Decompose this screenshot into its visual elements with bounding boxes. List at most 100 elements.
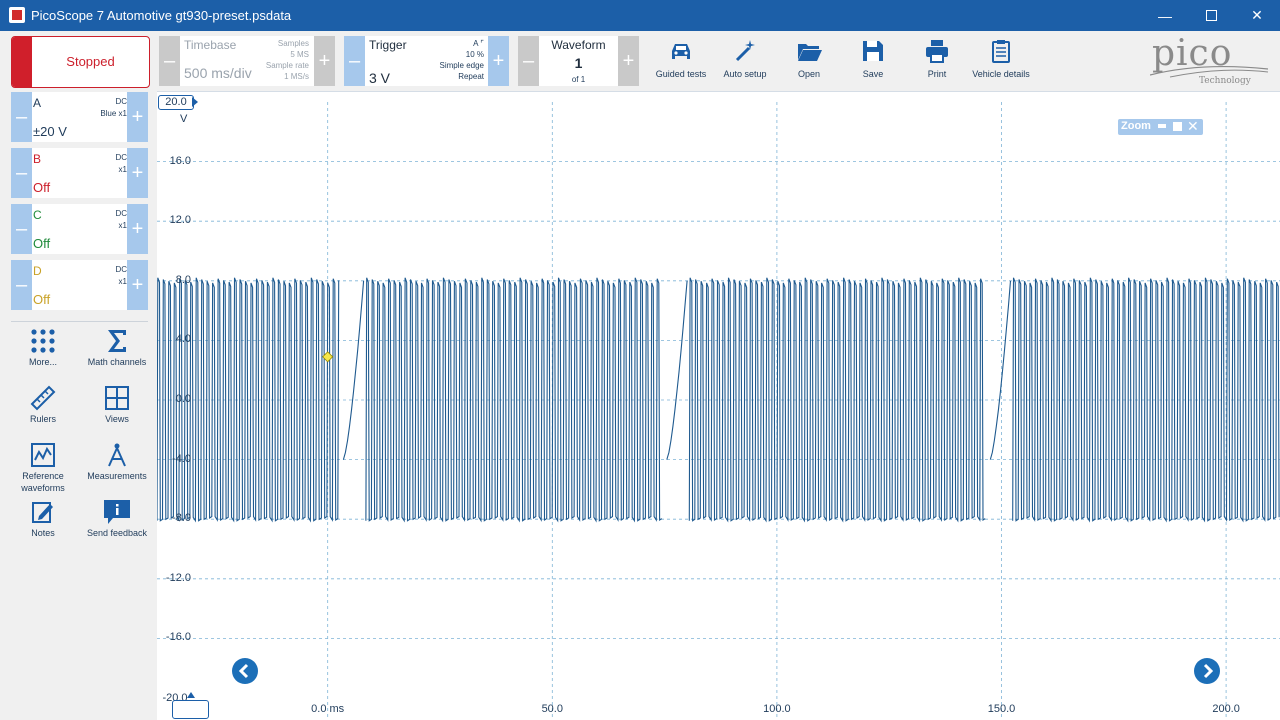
x-axis-scroll-handle[interactable]	[172, 700, 209, 719]
math-channels-label: Math channels	[87, 357, 147, 367]
views-button[interactable]: Views	[80, 383, 154, 425]
channel-b-panel[interactable]: – B DC x1 Off +	[11, 148, 148, 198]
timebase-sample-info: Samples 5 MS Sample rate 1 MS/s	[257, 38, 309, 82]
save-button[interactable]: Save	[838, 36, 908, 86]
y-tick-label: 16.0	[169, 154, 191, 167]
trigger-increase-button[interactable]: +	[488, 36, 509, 86]
trigger-label: Trigger	[369, 38, 407, 52]
trigger-settings[interactable]: A ⌜ 10 % Simple edge Repeat	[424, 38, 484, 82]
channel-a-increase-button[interactable]: +	[127, 92, 148, 142]
rulers-label: Rulers	[29, 414, 56, 424]
channel-a-decrease-button[interactable]: –	[11, 92, 32, 142]
timebase-increase-button[interactable]: +	[314, 36, 335, 86]
trigger-decrease-button[interactable]: –	[344, 36, 365, 86]
measurements-button[interactable]: Measurements	[80, 440, 154, 482]
channel-c-coupling-value: DC	[115, 209, 127, 218]
reference-waveform-icon	[31, 443, 55, 467]
zoom-close-icon[interactable]: ✕	[1187, 118, 1199, 134]
car-icon	[672, 44, 690, 59]
channel-d-range: Off	[33, 292, 51, 307]
channel-c-range: Off	[33, 236, 51, 251]
trigger-percent: 10 %	[465, 50, 484, 59]
minimize-button[interactable]: —	[1158, 7, 1172, 24]
zoom-minimize-icon[interactable]	[1158, 124, 1166, 128]
samples-value: 5 MS	[290, 50, 309, 59]
run-state-label: Stopped	[66, 54, 115, 69]
y-tick-label: -16.0	[165, 631, 191, 644]
channel-c-name: C	[33, 208, 42, 222]
channel-b-increase-button[interactable]: +	[127, 148, 148, 198]
auto-setup-label: Auto setup	[723, 69, 767, 79]
logo-subtitle: Technology	[1199, 76, 1251, 86]
oscilloscope-plot[interactable]	[157, 91, 1280, 720]
feedback-icon	[104, 500, 130, 524]
channel-b-coupling-value: DC	[115, 153, 127, 162]
notes-label: Notes	[31, 528, 55, 538]
sample-rate-label: Sample rate	[265, 61, 309, 70]
channel-c-increase-button[interactable]: +	[127, 204, 148, 254]
x-axis-arrow-icon	[187, 692, 195, 698]
trigger-channel: A	[473, 39, 479, 48]
auto-setup-button[interactable]: Auto setup	[710, 36, 780, 86]
channel-c-decrease-button[interactable]: –	[11, 204, 32, 254]
x-tick-label: 0.0 ms	[311, 703, 345, 715]
timebase-value[interactable]: 500 ms/div	[184, 65, 252, 81]
channel-d-coupling: DC x1	[115, 264, 127, 288]
channel-d-panel[interactable]: – D DC x1 Off +	[11, 260, 148, 310]
print-label: Print	[927, 69, 947, 79]
channel-a-name: A	[33, 96, 42, 110]
reference-waveforms-button[interactable]: Reference waveforms	[6, 440, 80, 494]
y-axis-unit: V	[180, 113, 188, 125]
run-stop-button[interactable]: Stopped	[11, 36, 150, 88]
math-channels-button[interactable]: Math channels	[80, 326, 154, 368]
guided-tests-label: Guided tests	[655, 69, 707, 79]
waveform-count: of 1	[571, 75, 586, 84]
waveform-next-button[interactable]: +	[618, 36, 639, 86]
open-button[interactable]: Open	[774, 36, 844, 86]
trigger-mode: Repeat	[458, 72, 484, 81]
channel-c-probe: x1	[118, 221, 127, 230]
zoom-overview-control[interactable]: Zoom ✕	[1118, 118, 1203, 135]
channel-b-decrease-button[interactable]: –	[11, 148, 32, 198]
views-label: Views	[105, 414, 129, 424]
previous-buffer-button[interactable]	[232, 658, 258, 684]
save-icon	[863, 41, 883, 61]
trigger-group: – Trigger 3 V A ⌜ 10 % Simple edge Repea…	[344, 36, 509, 86]
guided-tests-button[interactable]: Guided tests	[646, 36, 716, 86]
channel-d-increase-button[interactable]: +	[127, 260, 148, 310]
waveform-previous-button[interactable]: –	[518, 36, 539, 86]
picoscope-app-icon	[9, 7, 25, 23]
ruler-icon	[30, 385, 56, 411]
x-tick-label: 150.0	[987, 703, 1016, 715]
trigger-marker[interactable]	[322, 351, 334, 363]
timebase-decrease-button[interactable]: –	[159, 36, 180, 86]
channel-d-decrease-button[interactable]: –	[11, 260, 32, 310]
channel-c-panel[interactable]: – C DC x1 Off +	[11, 204, 148, 254]
channel-a-panel[interactable]: – A DC Blue x1 ±20 V +	[11, 92, 148, 142]
more-button[interactable]: More...	[6, 326, 80, 368]
samples-label: Samples	[277, 39, 309, 48]
trigger-level-value[interactable]: 3 V	[369, 70, 391, 86]
close-button[interactable]: ✕	[1251, 7, 1263, 23]
y-axis-top-arrow-icon	[192, 97, 198, 107]
send-feedback-button[interactable]: Send feedback	[80, 497, 154, 539]
y-tick-label: 8.0	[175, 273, 191, 286]
y-axis-top-label[interactable]: 20.0	[158, 95, 194, 110]
y-tick-label: 4.0	[175, 333, 191, 346]
zoom-maximize-icon[interactable]	[1173, 122, 1182, 131]
print-button[interactable]: Print	[902, 36, 972, 86]
notes-button[interactable]: Notes	[6, 497, 80, 539]
views-grid-icon	[105, 386, 129, 410]
timebase-label: Timebase	[184, 38, 237, 52]
maximize-button[interactable]	[1188, 0, 1234, 31]
next-buffer-button[interactable]	[1194, 658, 1220, 684]
y-axis-bottom-label[interactable]: -20.0	[162, 692, 188, 704]
channel-a-probe: Blue x1	[100, 109, 127, 118]
trigger-type: Simple edge	[439, 61, 484, 70]
channel-b-coupling: DC x1	[115, 152, 127, 176]
channel-b-range: Off	[33, 180, 51, 195]
y-tick-label: 12.0	[169, 214, 191, 227]
vehicle-details-button[interactable]: Vehicle details	[966, 36, 1036, 86]
rulers-button[interactable]: Rulers	[6, 383, 80, 425]
title-bar: PicoScope 7 Automotive gt930-preset.psda…	[0, 0, 1280, 31]
